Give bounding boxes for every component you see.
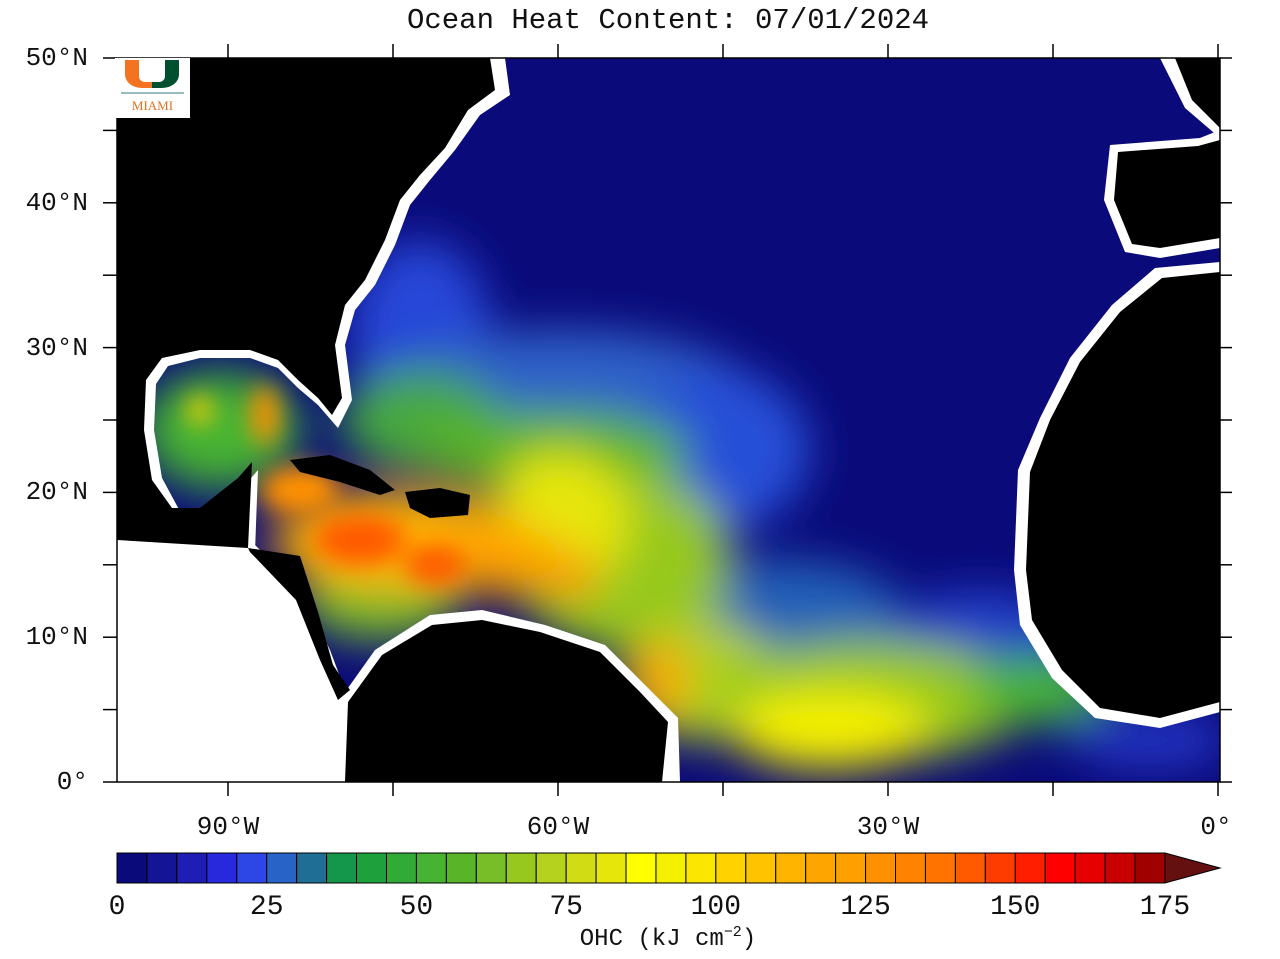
colorbar-bin [415,852,447,884]
colorbar-bin [775,852,807,884]
axis-ticks [103,44,1232,796]
logo-text: MIAMI [131,98,174,113]
colorbar-bin [835,852,867,884]
colorbar-tick-label: 100 [690,892,742,923]
colorbar-tick-label: 175 [1139,892,1191,923]
colorbar-bin [146,852,178,884]
colorbar-overflow-arrow [1164,852,1222,884]
lat-label: 10°N [25,622,88,653]
unit-close: ) [741,926,757,953]
colorbar-tick-label: 150 [990,892,1041,923]
lat-label: 20°N [25,477,88,508]
colorbar-tick-label: 125 [840,892,891,923]
colorbar-tick-label: 50 [399,892,434,923]
colorbar-bin [296,852,328,884]
colorbar-bin [206,852,238,884]
u-logo-icon [125,60,179,88]
colorbar-bin [176,852,208,884]
colorbar-bin [116,852,148,884]
colorbar-bin [895,852,926,884]
lat-label: 30°N [25,332,88,363]
unit-exponent: −2 [723,924,742,941]
lat-label: 0° [56,767,88,797]
unit-text: OHC (kJ cm [579,926,724,953]
colorbar-bin [685,852,717,884]
colorbar-tick-label: 25 [249,892,284,923]
colorbar-bin [266,852,298,884]
colorbar-bin [1134,852,1166,884]
land [117,58,1220,782]
university-of-miami-logo: MIAMI [115,58,190,118]
colorbar-bin [1014,852,1046,884]
colorbar-tick-label: 0 [108,892,126,923]
colorbar-bin [505,852,537,884]
colorbar-bin [356,852,387,884]
colorbar-bin [954,852,986,884]
colorbar-bin [715,852,747,884]
colorbar-bin [1044,852,1076,884]
lat-label: 40°N [25,187,88,218]
colorbar-bin [385,852,417,884]
colorbar-bin [865,852,897,884]
colorbar-bin [475,852,507,884]
lon-label: 60°W [526,812,590,842]
map-title: Ocean Heat Content: 07/01/2024 [406,4,930,37]
colorbar-bin [1104,852,1136,884]
colorbar-bin [565,852,597,884]
colorbar-bin [655,852,687,884]
colorbar-bin [595,852,627,884]
colorbar-bin [745,852,777,884]
colorbar-unit-label: OHC (kJ cm−2) [580,924,756,953]
colorbar-bin [1074,852,1106,884]
colorbar-bin [924,852,956,884]
colorbar-bin [984,852,1016,884]
colorbar-tick-label: 75 [549,892,583,923]
colorbar-bin [805,852,837,884]
lat-label: 50°N [25,43,88,73]
colorbar-bin [625,852,657,884]
colorbar [116,852,1222,884]
lon-label: 90°W [196,812,260,842]
lon-label: 30°W [856,812,920,842]
colorbar-bin [445,852,477,884]
lon-label: 0° [1200,812,1232,842]
colorbar-bin [326,852,358,884]
colorbar-bin [236,852,268,884]
colorbar-bin [535,852,567,884]
